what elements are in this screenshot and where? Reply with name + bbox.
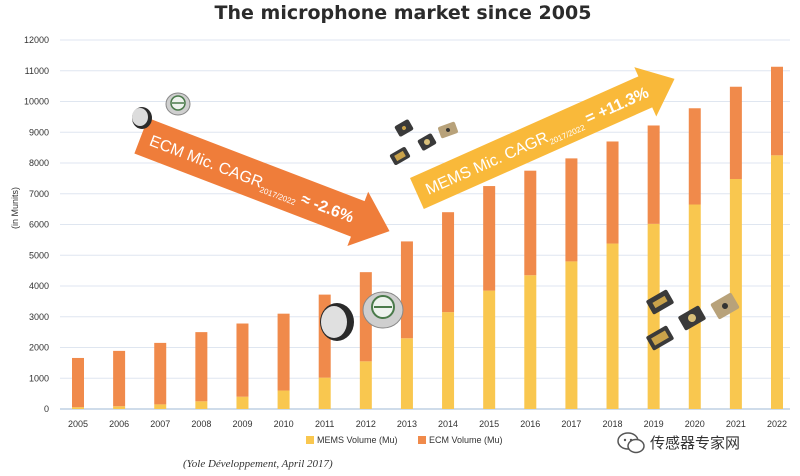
bar-ecm-segment [565,158,578,262]
y-tick-label: 8000 [29,158,49,168]
legend-swatch-ecm [418,436,426,444]
x-tick-label: 2019 [644,419,664,429]
mems-microphone-icon [710,292,740,320]
ecm-cagr-arrow: ECM Mic. CAGR2017/2022 ≈ -2.6% [134,118,390,246]
bar-mems-segment [771,155,783,409]
y-tick-label: 12000 [24,35,49,45]
x-tick-label: 2008 [191,419,211,429]
y-tick-label: 5000 [29,250,49,260]
y-tick-label: 9000 [29,127,49,137]
bar-mems-segment [400,338,413,409]
bar-mems-segment [483,290,496,409]
x-tick-label: 2020 [685,419,705,429]
y-tick-label: 6000 [29,220,49,230]
ecm-cagr-label: ECM Mic. CAGR2017/2022 ≈ -2.6% [146,133,356,229]
bar-mems-segment [442,312,455,409]
x-tick-label: 2017 [561,419,581,429]
y-tick-label: 1000 [29,373,49,383]
x-tick-label: 2006 [109,419,129,429]
bar-mems-segment [195,401,208,409]
watermark: 传感器专家网 [617,432,740,454]
y-axis-ticks: 0 1000 2000 3000 4000 5000 6000 7000 8000 9000 100… [24,35,49,414]
bar-mems-segment [524,275,537,409]
watermark-text: 传感器专家网 [650,434,740,452]
bar-mems-segment [565,261,578,409]
x-tick-label: 2018 [603,419,623,429]
bar-ecm-segment [195,332,208,402]
ecm-microphone-icon [165,92,191,116]
x-tick-label: 2012 [356,419,376,429]
x-tick-label: 2007 [150,419,170,429]
y-tick-label: 4000 [29,281,49,291]
bar-mems-segment [154,404,167,409]
wechat-icon [617,432,645,454]
ecm-microphone-icon [132,107,152,129]
bar-ecm-segment [688,108,701,205]
bar-ecm-segment [113,350,126,407]
bar-mems-segment [359,361,372,409]
bar-mems-segment [113,406,126,409]
ecm-arrow-shape [134,118,390,246]
y-tick-label: 2000 [29,343,49,353]
x-tick-label: 2016 [520,419,540,429]
legend-label-ecm: ECM Volume (Mu) [429,435,503,445]
bar-ecm-segment [154,342,167,405]
x-tick-label: 2015 [479,419,499,429]
x-tick-label: 2010 [274,419,294,429]
mems-microphone-icon [389,147,411,165]
bar-ecm-segment [442,212,455,313]
bar-mems-segment [688,204,701,409]
x-tick-label: 2014 [438,419,458,429]
grid-layer [60,39,790,410]
bar-ecm-segment [606,141,619,244]
bar-mems-segment [277,390,290,409]
x-tick-label: 2013 [397,419,417,429]
bar-ecm-segment [483,186,496,291]
bar-ecm-segment [729,86,742,179]
bar-mems-segment [318,377,331,409]
mems-arrow-shape [410,67,675,210]
y-tick-label: 7000 [29,189,49,199]
bar-ecm-segment [771,66,783,156]
mems-microphone-icon [678,305,706,331]
x-tick-label: 2022 [767,419,787,429]
bars-layer [72,66,783,409]
y-axis-label: (in Munits) [10,187,20,229]
bar-mems-segment [606,243,619,409]
bar-ecm-segment [400,241,413,339]
source-note: (Yole Développement, April 2017) [183,458,333,470]
y-tick-label: 11000 [25,66,49,76]
mems-microphone-icon [417,133,437,151]
bar-mems-segment [729,178,742,409]
x-tick-label: 2011 [315,419,334,429]
bar-mems-segment [236,396,249,409]
x-tick-label: 2005 [68,419,88,429]
bar-ecm-segment [72,357,84,408]
y-tick-label: 0 [44,404,49,414]
bar-ecm-segment [524,170,537,276]
mems-microphone-icon [646,325,674,351]
legend-swatch-mems [306,436,314,444]
x-tick-label: 2009 [232,419,252,429]
ecm-microphone-icon [320,303,354,341]
x-axis-ticks: 2005 2006 2007 2008 2009 2010 2011 2012 2013 2014… [68,419,787,429]
x-tick-label: 2021 [726,419,746,429]
legend-label-mems: MEMS Volume (Mu) [317,435,398,445]
bar-mems-segment [72,407,84,409]
y-tick-label: 3000 [29,312,49,322]
mems-microphone-icon [646,289,674,315]
bar-mems-segment [647,223,660,409]
bar-ecm-segment [236,323,249,397]
mems-microphone-icon [394,119,414,137]
ecm-microphone-icon [362,291,404,329]
chart-legend: MEMS Volume (Mu) ECM Volume (Mu) [306,435,503,445]
bar-ecm-segment [647,125,660,224]
mems-microphone-icon [438,121,458,139]
chart-title: The microphone market since 2005 [215,2,592,24]
bar-ecm-segment [277,313,290,391]
y-tick-label: 10000 [24,97,49,107]
